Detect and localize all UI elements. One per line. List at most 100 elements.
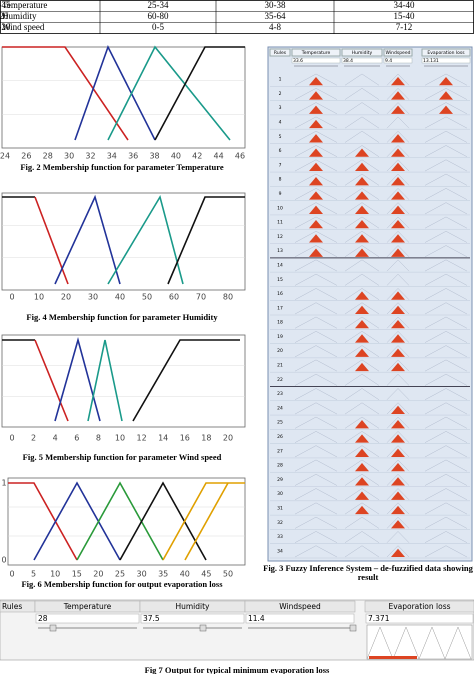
row-number: 20 — [277, 348, 283, 354]
row-number: 12 — [277, 234, 283, 240]
mf-outline — [344, 545, 380, 558]
mf-outline — [294, 202, 338, 215]
mf-outline — [424, 359, 468, 372]
membership-curve — [132, 339, 240, 422]
mf-outline — [386, 130, 410, 143]
row-number: 10 — [277, 205, 283, 211]
x-tick-label: 34 — [107, 152, 117, 161]
table-cell: 30-38 — [265, 0, 286, 10]
mf-active — [309, 91, 323, 100]
membership-curve — [33, 481, 121, 561]
mf-active — [355, 434, 369, 443]
row-number: 25 — [277, 420, 283, 426]
x-tick-label: 26 — [21, 152, 31, 161]
mf-outline — [424, 145, 468, 157]
mf-outline — [294, 431, 338, 443]
membership-curve — [87, 339, 123, 422]
slider-knob[interactable] — [199, 624, 207, 632]
mf-outline — [386, 216, 410, 229]
mf-outline — [344, 402, 380, 415]
mf-outline — [424, 474, 468, 486]
mf-outline — [424, 73, 468, 86]
mf-outline — [386, 173, 410, 186]
row-number: 33 — [277, 534, 283, 540]
table-cell: 15-40 — [394, 11, 415, 21]
mf-outline — [344, 88, 380, 100]
mf-outline — [294, 259, 338, 272]
value-field — [140, 613, 245, 624]
mf-active — [391, 491, 405, 500]
header-cell — [364, 600, 474, 613]
header-cell — [421, 48, 471, 57]
row-number: 31 — [277, 505, 283, 511]
mf-active — [391, 105, 405, 114]
row-number: 24 — [277, 405, 283, 411]
x-tick-label: 2 — [31, 434, 36, 443]
mf-outline — [424, 316, 468, 329]
header-cell — [291, 48, 341, 57]
mf-outline — [294, 345, 338, 358]
mf-outline — [424, 188, 468, 200]
input-value: 33.6 — [293, 58, 303, 64]
mf-active — [355, 448, 369, 457]
slider-knob[interactable] — [49, 624, 57, 632]
input-value: 7.371 — [368, 614, 390, 623]
mf-outline — [344, 130, 380, 143]
figure-caption: Fig 7 Output for typical minimum evapora… — [145, 665, 330, 674]
mf-outline — [344, 145, 380, 157]
mf-outline — [294, 245, 338, 257]
mf-outline — [386, 545, 410, 558]
plot-area — [7, 477, 246, 566]
y-tick-label: 1 — [1, 479, 6, 488]
mf-active — [391, 348, 405, 357]
table-cell: 7-12 — [396, 22, 413, 32]
row-number: 15 — [277, 277, 283, 283]
mf-outline — [344, 373, 380, 386]
mf-outline — [424, 488, 468, 500]
mf-outline — [386, 431, 410, 443]
mf-outline — [344, 345, 380, 358]
row-number: 4 — [279, 120, 282, 126]
mf-active — [391, 162, 405, 172]
mf-active — [391, 134, 405, 143]
membership-curve — [162, 482, 245, 561]
mf-outline — [294, 516, 338, 529]
mf-active — [391, 305, 405, 314]
mf-outline — [424, 459, 468, 472]
output-bar — [369, 656, 417, 659]
mf-active — [309, 219, 323, 229]
column-header: Windspeed — [279, 602, 321, 611]
membership-curve — [54, 337, 101, 422]
mf-outline — [386, 473, 410, 486]
mf-outline — [294, 402, 338, 415]
mf-outline — [386, 373, 410, 386]
output-plot — [366, 624, 473, 660]
mf-outline — [294, 488, 338, 500]
mf-outline — [344, 531, 380, 543]
column-header: Rules — [2, 602, 22, 611]
slider-knob[interactable] — [349, 624, 357, 632]
row-number: 14 — [277, 262, 283, 268]
mf-outline — [344, 230, 380, 243]
table-cell: Temperature — [2, 0, 47, 10]
mf-outline — [294, 302, 338, 315]
figure-caption: result — [358, 572, 379, 582]
mf-outline — [424, 231, 468, 243]
row-number: 26 — [277, 434, 283, 440]
row-number: 27 — [277, 448, 283, 454]
mf-outline — [294, 216, 338, 229]
mf-active — [355, 305, 369, 314]
mf-active — [391, 248, 405, 257]
mf-outline — [294, 373, 338, 386]
membership-curve — [107, 45, 231, 141]
column-header: Evaporation loss — [427, 50, 465, 56]
mf-outline — [344, 259, 380, 272]
mf-outline — [424, 516, 468, 529]
mf-outline — [294, 388, 338, 400]
mf-outline — [386, 331, 410, 343]
x-tick-label: 10 — [34, 293, 44, 302]
mf-outline — [344, 459, 380, 472]
row-number: 34 — [277, 548, 283, 554]
table-cell: 60-80 — [148, 11, 169, 21]
mf-outline — [294, 188, 338, 200]
